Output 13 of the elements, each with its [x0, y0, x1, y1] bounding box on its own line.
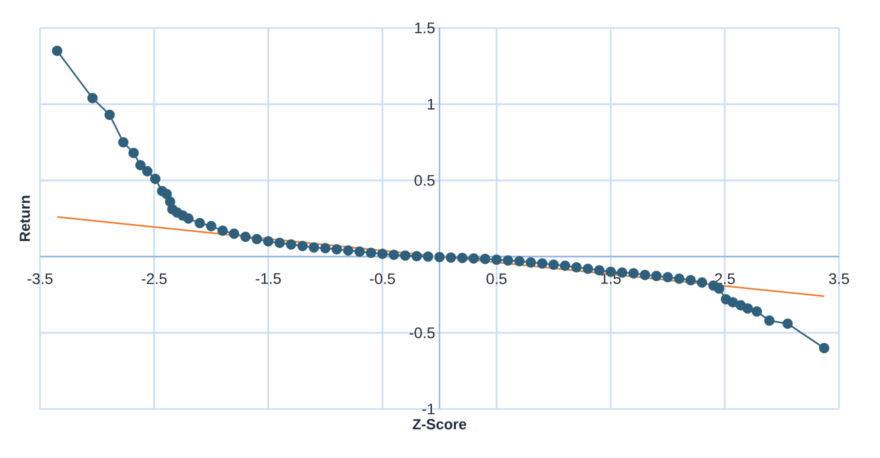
x-tick-label: 0.5 [486, 273, 507, 284]
x-tick-label: 3.5 [828, 273, 849, 284]
x-tick-label: -0.5 [370, 273, 395, 284]
y-tick-label: -1 [422, 404, 434, 414]
y-tick-label: 1.5 [415, 22, 435, 34]
x-tick-label: -2.5 [142, 273, 167, 284]
y-tick-label: -0.5 [410, 327, 435, 338]
x-tick-label: -3.5 [28, 273, 53, 284]
x-tick-label: -1.5 [256, 273, 281, 284]
y-tick-label: 0.5 [414, 174, 435, 186]
y-axis-title: Return [20, 196, 30, 242]
x-axis-title: Z-Score [412, 419, 466, 430]
y-tick-label: 1 [428, 98, 434, 110]
